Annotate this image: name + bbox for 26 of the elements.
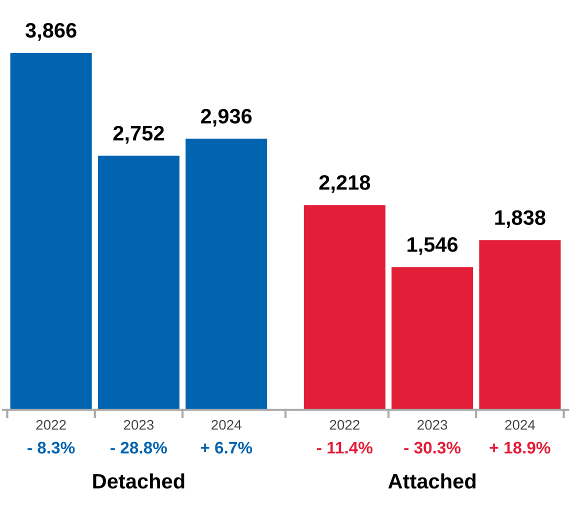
text: - 28.8% <box>110 442 167 454</box>
text: Detached <box>93 473 184 489</box>
x-tick-label: 2023 <box>124 420 154 430</box>
data-label: 2,936 <box>201 108 252 127</box>
data-label: 2,752 <box>113 126 164 144</box>
data-label: 1,838 <box>495 210 546 228</box>
data-label: 2,218 <box>319 175 370 193</box>
text: - 30.3% <box>404 442 461 454</box>
data-label: 3,866 <box>25 22 76 41</box>
bar <box>479 240 561 410</box>
x-tick-label: 2024 <box>505 420 535 430</box>
text: - 8.3% <box>28 442 75 454</box>
bar <box>186 138 268 410</box>
bar <box>98 156 180 410</box>
text: + 18.9% <box>490 442 550 454</box>
data-label: 1,546 <box>408 237 458 255</box>
bar <box>304 205 386 410</box>
bar <box>10 52 92 410</box>
text: + 6.7% <box>200 442 252 454</box>
x-tick-label: 2022 <box>330 420 360 430</box>
x-tick-label: 2024 <box>212 420 242 430</box>
text: - 11.4% <box>317 442 372 454</box>
text: Attached <box>388 473 476 489</box>
bar <box>392 267 474 410</box>
x-tick-label: 2023 <box>418 420 448 430</box>
x-tick-label: 2022 <box>36 420 66 430</box>
